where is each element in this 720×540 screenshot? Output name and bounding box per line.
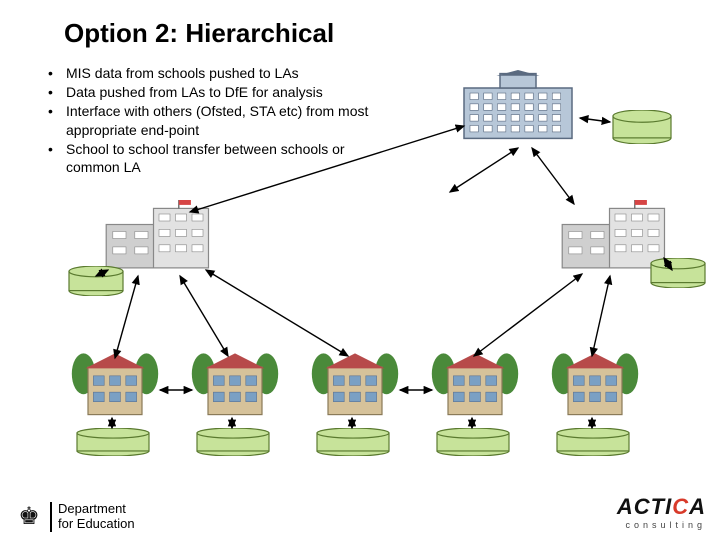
bullet-list: •MIS data from schools pushed to LAs•Dat… (48, 64, 388, 177)
connection-arrow (206, 270, 348, 356)
dfe-logo-line1: Department (58, 502, 135, 517)
bullet-item: •Interface with others (Ofsted, STA etc)… (48, 102, 388, 140)
connection-arrow (592, 276, 610, 356)
la-database-icon (68, 266, 124, 296)
la-building (104, 200, 214, 270)
school-database-icon (556, 428, 630, 456)
dfe-logo-line2: for Education (58, 517, 135, 532)
crest-icon: ♚ (14, 502, 44, 532)
school-building (310, 350, 400, 418)
connection-arrow (474, 274, 582, 356)
school-building (190, 350, 280, 418)
school-building (430, 350, 520, 418)
hq-building (458, 70, 578, 142)
actica-subtitle: consulting (617, 520, 706, 530)
hq-database-icon (612, 110, 672, 144)
actica-wordmark: ACTICA (617, 494, 706, 520)
connection-arrow (180, 276, 228, 356)
bullet-item: •Data pushed from LAs to DfE for analysi… (48, 83, 388, 102)
page-title: Option 2: Hierarchical (64, 18, 334, 49)
dfe-logo: ♚ Department for Education (14, 502, 135, 532)
school-database-icon (316, 428, 390, 456)
school-building (550, 350, 640, 418)
bullet-item: •MIS data from schools pushed to LAs (48, 64, 388, 83)
connection-arrow (532, 148, 574, 204)
connection-arrow (450, 148, 518, 192)
school-database-icon (196, 428, 270, 456)
actica-logo: ACTICA consulting (617, 494, 706, 530)
school-building (70, 350, 160, 418)
la-database-icon (650, 258, 706, 288)
bullet-item: •School to school transfer between schoo… (48, 140, 388, 178)
school-database-icon (436, 428, 510, 456)
connection-arrow (580, 118, 610, 122)
school-database-icon (76, 428, 150, 456)
